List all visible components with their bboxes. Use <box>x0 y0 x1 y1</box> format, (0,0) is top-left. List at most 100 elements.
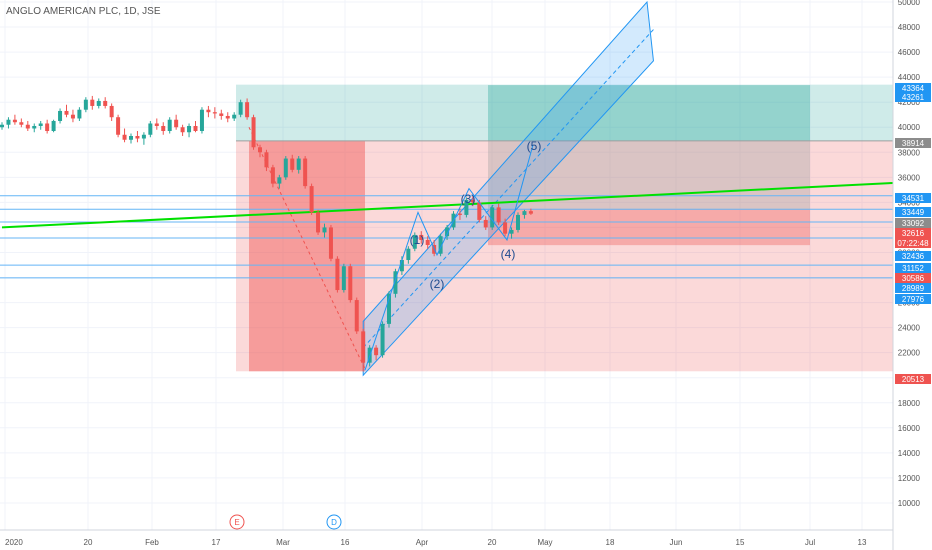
price-tick-label: 12000 <box>898 474 921 483</box>
price-tick-label: 42000 <box>898 98 921 107</box>
candle-body <box>412 234 417 249</box>
candle-body <box>322 227 327 233</box>
time-tick-label: Jul <box>805 538 815 547</box>
price-label-bg <box>895 294 931 304</box>
candle-body <box>270 167 275 184</box>
price-tick-label: 40000 <box>898 123 921 132</box>
candle-body <box>19 122 24 125</box>
price-label: 20513 <box>902 375 925 384</box>
price-label-bg <box>895 138 931 148</box>
candle-body <box>361 331 366 363</box>
wave-label: (2) <box>430 277 445 291</box>
price-label: 43261 <box>902 93 925 102</box>
symbol-title: ANGLO AMERICAN PLC, 1D, JSE <box>6 6 161 17</box>
candle-body <box>174 119 179 128</box>
green-trendline[interactable] <box>1 181 894 229</box>
candle-body <box>316 212 321 233</box>
price-label: 33092 <box>902 219 925 228</box>
candle-body <box>374 347 379 356</box>
time-tick-label: 16 <box>341 538 350 547</box>
candle-body <box>425 239 430 245</box>
candle-body <box>161 125 166 131</box>
event-marker <box>326 514 342 530</box>
time-tick-label: Jun <box>670 538 683 547</box>
wave-label: (3) <box>461 192 476 206</box>
candle-body <box>109 105 114 118</box>
candle-body <box>103 100 108 106</box>
time-tick-label: 20 <box>488 538 497 547</box>
candle-body <box>399 259 404 272</box>
price-tick-label: 24000 <box>898 324 921 333</box>
candle-body <box>225 115 230 119</box>
price-label-bg <box>895 263 931 273</box>
price-label-bg <box>895 207 931 217</box>
candle-body <box>206 109 211 113</box>
price-label: 38914 <box>902 139 925 148</box>
candle-body <box>419 234 424 240</box>
candle-body <box>483 219 488 228</box>
candle-body <box>122 134 127 140</box>
candle-body <box>129 136 133 140</box>
price-label-bg <box>895 283 931 293</box>
candle-body <box>406 248 411 260</box>
time-tick-label: May <box>537 538 552 547</box>
candle-body <box>348 266 353 301</box>
candle-body <box>141 134 146 139</box>
candle-body <box>457 213 462 215</box>
price-label-bg <box>895 218 931 228</box>
candle-body <box>58 110 63 121</box>
candle-body <box>154 123 159 126</box>
candle-body <box>528 211 533 214</box>
candle-body <box>387 293 391 324</box>
event-marker-label: D <box>331 518 337 527</box>
price-label-bg <box>895 238 931 248</box>
elliott-wave-labels: (1) (2) (3) (4) (5) <box>364 139 541 371</box>
candle-body <box>25 124 30 129</box>
channel-midline <box>362 29 654 348</box>
candle-body <box>393 271 398 294</box>
candle-body <box>12 119 17 123</box>
candle-body <box>90 99 95 106</box>
time-axis[interactable]: 2020 20 Feb 17 Mar 16 Apr 20 May 18 Jun 15 Jul 13 <box>0 529 893 547</box>
candle-body <box>496 207 501 223</box>
decline-line <box>248 127 366 370</box>
horizontal-levels[interactable] <box>0 195 893 279</box>
candle-body <box>70 114 75 119</box>
candle-body <box>45 123 50 131</box>
price-tick-label: 10000 <box>898 499 921 508</box>
neutral-zone <box>488 140 810 210</box>
price-label: 07:22:48 <box>897 239 929 248</box>
price-tick-label: 46000 <box>898 48 921 57</box>
candle-body <box>180 127 185 133</box>
candle-body <box>83 99 88 110</box>
candle-body <box>199 109 204 131</box>
price-axis[interactable]: 1000012000140001600018000200002200024000… <box>892 0 932 550</box>
candle-body <box>264 152 269 168</box>
price-label: 32616 <box>902 229 925 238</box>
time-tick-label: 18 <box>606 538 615 547</box>
price-label-bg <box>895 273 931 283</box>
price-label: 30586 <box>902 274 925 283</box>
price-tick-label: 14000 <box>898 449 921 458</box>
time-tick-label: Mar <box>276 538 290 547</box>
event-marker-label: E <box>234 518 239 527</box>
time-tick-label: 2020 <box>5 538 23 547</box>
price-label-bg <box>895 83 931 93</box>
candle-body <box>167 119 172 131</box>
candle-body <box>516 214 520 230</box>
wave-label: (4) <box>501 247 516 261</box>
price-tick-label: 44000 <box>898 73 921 82</box>
stop-zone-inner <box>488 209 810 246</box>
position-zones[interactable] <box>236 84 893 372</box>
time-tick-label: 13 <box>858 538 867 547</box>
wave-label: (1) <box>410 233 425 247</box>
price-label: 43364 <box>902 84 925 93</box>
candle-body <box>341 266 346 291</box>
candle-body <box>148 123 153 135</box>
candle-body <box>490 207 495 228</box>
price-tick-label: 36000 <box>898 173 921 182</box>
candle-body <box>522 211 527 215</box>
candle-body <box>328 227 333 259</box>
